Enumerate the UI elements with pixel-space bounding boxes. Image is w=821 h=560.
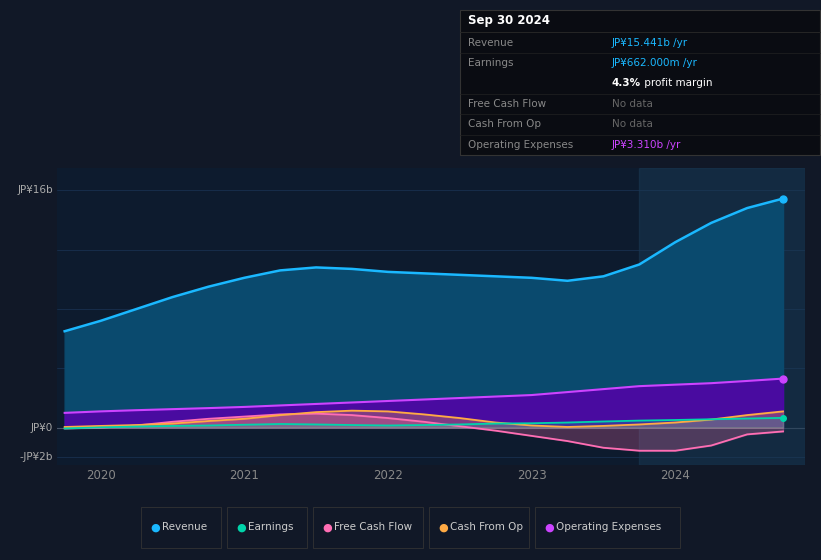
Text: Revenue: Revenue [468, 38, 513, 48]
Text: 4.3%: 4.3% [612, 78, 641, 88]
Text: JP¥3.310b /yr: JP¥3.310b /yr [612, 140, 681, 150]
Text: profit margin: profit margin [640, 78, 712, 88]
Text: JP¥15.441b /yr: JP¥15.441b /yr [612, 38, 688, 48]
Text: ●: ● [545, 522, 555, 533]
Text: JP¥16b: JP¥16b [17, 185, 53, 195]
Text: ●: ● [323, 522, 333, 533]
Bar [640, 168, 805, 465]
Text: Earnings: Earnings [468, 58, 514, 68]
Text: ●: ● [439, 522, 448, 533]
Text: No data: No data [612, 99, 653, 109]
Text: Cash From Op: Cash From Op [450, 522, 522, 533]
Text: Sep 30 2024: Sep 30 2024 [468, 13, 550, 26]
Text: Earnings: Earnings [247, 522, 293, 533]
Text: Revenue: Revenue [162, 522, 207, 533]
Text: Operating Expenses: Operating Expenses [468, 140, 573, 150]
Text: JP¥662.000m /yr: JP¥662.000m /yr [612, 58, 698, 68]
Text: Free Cash Flow: Free Cash Flow [468, 99, 546, 109]
Text: ●: ● [236, 522, 246, 533]
Text: Free Cash Flow: Free Cash Flow [333, 522, 411, 533]
Text: ●: ● [151, 522, 161, 533]
Text: Cash From Op: Cash From Op [468, 119, 541, 129]
Text: No data: No data [612, 119, 653, 129]
Text: -JP¥2b: -JP¥2b [20, 452, 53, 463]
Text: JP¥0: JP¥0 [30, 423, 53, 433]
Text: Operating Expenses: Operating Expenses [556, 522, 661, 533]
